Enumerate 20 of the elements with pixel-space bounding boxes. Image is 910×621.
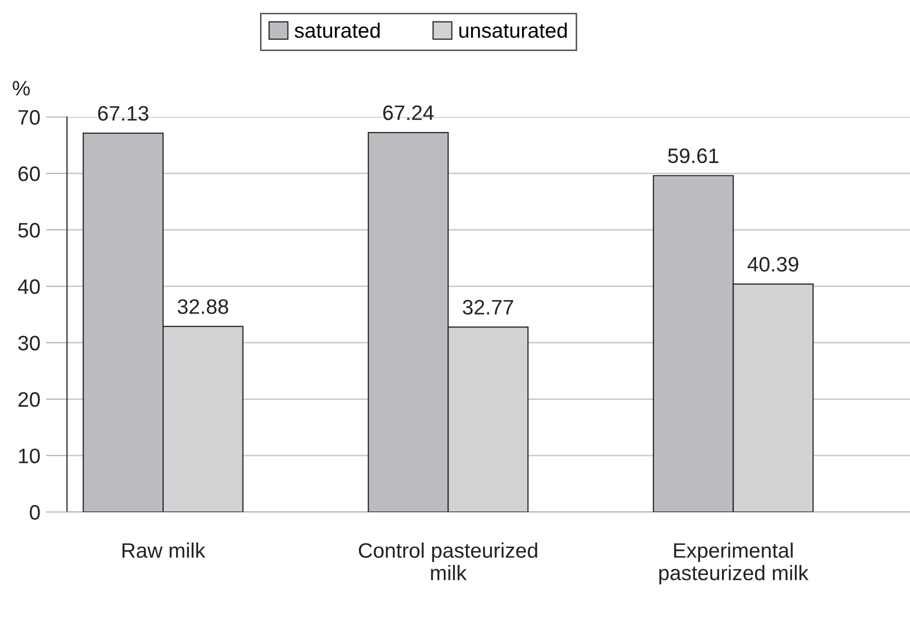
- y-tick-label: 50: [18, 222, 40, 238]
- x-tick-label: Control pasteurized milk: [358, 542, 538, 580]
- y-tick-label: 0: [30, 505, 40, 520]
- y-tick-label: 40: [18, 279, 40, 294]
- y-tick-label: 70: [18, 110, 40, 125]
- legend-label: saturated: [294, 22, 380, 38]
- data-label: 67.24: [383, 105, 434, 120]
- y-tick-label: 60: [18, 166, 40, 182]
- y-axis-title: %: [12, 80, 30, 96]
- data-label: 59.61: [668, 148, 718, 164]
- x-tick-label: Raw milk: [122, 542, 206, 558]
- y-tick-label: 10: [19, 448, 40, 464]
- y-tick-label: 30: [18, 336, 40, 350]
- data-label: 40.39: [748, 256, 798, 272]
- data-label: 32.77: [462, 300, 514, 315]
- x-tick-label: Experimental pasteurized milk: [659, 542, 809, 584]
- data-label: 67.13: [98, 106, 148, 121]
- legend-label: unsaturated: [459, 22, 567, 38]
- data-label: 32.88: [178, 299, 228, 314]
- y-tick-label: 20: [18, 392, 40, 407]
